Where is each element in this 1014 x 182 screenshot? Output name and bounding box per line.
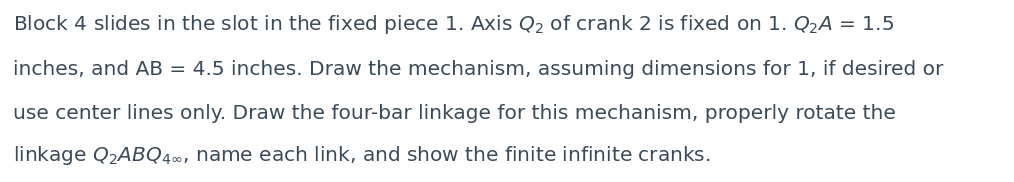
Text: Block 4 slides in the slot in the fixed piece 1. Axis $Q_2$ of crank 2 is fixed : Block 4 slides in the slot in the fixed … [13, 13, 894, 36]
Text: use center lines only. Draw the four-bar linkage for this mechanism, properly ro: use center lines only. Draw the four-bar… [13, 104, 896, 123]
Text: inches, and AB = 4.5 inches. Draw the mechanism, assuming dimensions for 1, if d: inches, and AB = 4.5 inches. Draw the me… [13, 60, 944, 79]
Text: linkage $\mathit{Q}_2\mathit{ABQ}_{4\infty}$, name each link, and show the finit: linkage $\mathit{Q}_2\mathit{ABQ}_{4\inf… [13, 144, 711, 167]
